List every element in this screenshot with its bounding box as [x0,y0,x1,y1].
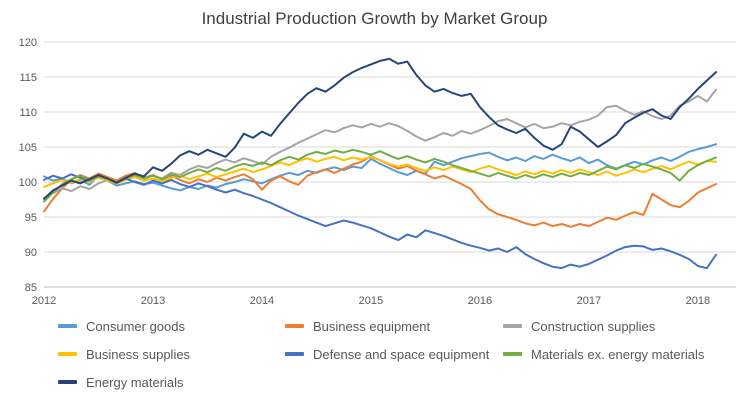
x-tick-label: 2017 [577,295,601,307]
x-tick-label: 2014 [250,295,274,307]
chart-title: Industrial Production Growth by Market G… [201,9,548,28]
x-tick-label: 2018 [686,295,710,307]
y-tick-label: 95 [25,212,37,224]
y-tick-label: 85 [25,282,37,294]
x-tick-label: 2013 [141,295,165,307]
legend-item-materials-ex-energy[interactable]: Materials ex. energy materials [503,345,739,363]
x-tick-label: 2016 [468,295,492,307]
legend-swatch-defense-space-equipment [285,352,304,356]
series-line-energy-materials[interactable] [43,57,717,200]
legend-item-business-supplies[interactable]: Business supplies [58,345,285,363]
legend-label: Construction supplies [531,318,656,334]
legend-item-business-equipment[interactable]: Business equipment [285,317,503,335]
legend-label: Materials ex. energy materials [531,346,705,362]
legend-swatch-energy-materials [58,380,77,384]
legend-item-energy-materials[interactable]: Energy materials [58,373,285,391]
y-tick-label: 110 [19,107,37,119]
legend-label: Business equipment [313,318,431,334]
series-line-consumer-goods[interactable] [43,143,717,192]
legend-swatch-business-equipment [285,324,304,328]
legend-swatch-consumer-goods [58,324,77,328]
legend-swatch-materials-ex-energy [503,352,522,356]
series-line-defense-space-equipment[interactable] [43,173,717,270]
legend-item-construction-supplies[interactable]: Construction supplies [503,317,739,335]
series-line-business-equipment[interactable] [43,155,717,228]
x-tick-label: 2015 [359,295,383,307]
y-tick-label: 120 [19,37,37,49]
legend-item-defense-space-equipment[interactable]: Defense and space equipment [285,345,503,363]
series-line-materials-ex-energy[interactable] [43,148,717,203]
legend-swatch-construction-supplies [503,324,522,328]
chart-legend: Consumer goods Business equipment Construc… [58,317,739,391]
y-tick-label: 115 [19,72,37,84]
legend-swatch-business-supplies [58,352,77,356]
legend-label: Defense and space equipment [313,346,490,362]
chart-svg[interactable]: 85 90 95 100 105 110 115 120 2012 2013 2014 2015 201… [0,0,749,308]
legend-label: Business supplies [86,346,191,362]
y-tick-label: 105 [19,142,37,154]
y-tick-label: 100 [19,177,37,189]
legend-item-consumer-goods[interactable]: Consumer goods [58,317,285,335]
y-tick-label: 90 [25,247,37,259]
x-tick-label: 2012 [32,295,56,307]
legend-label: Consumer goods [86,318,185,334]
legend-label: Energy materials [86,374,184,390]
series-line-business-supplies[interactable] [43,155,717,188]
